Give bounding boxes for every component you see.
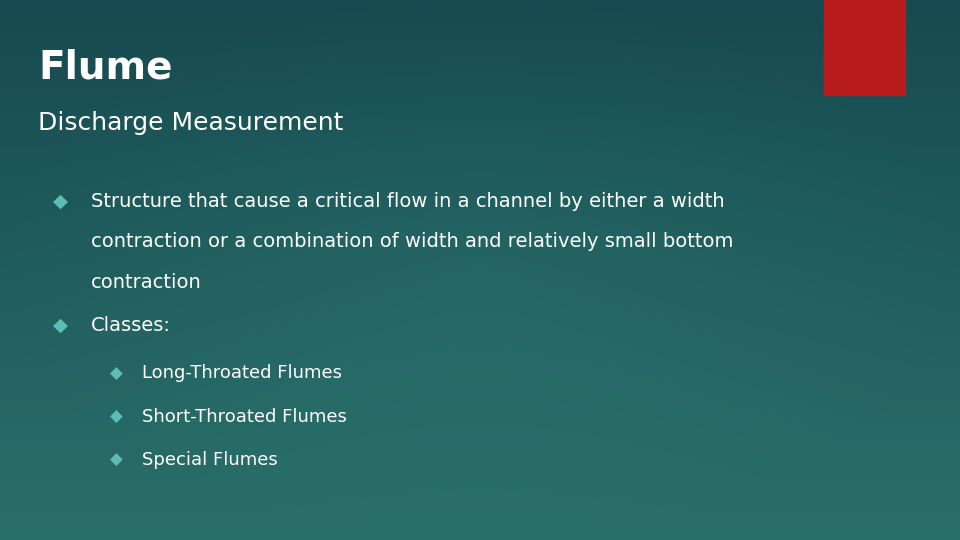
Text: Short-Throated Flumes: Short-Throated Flumes [142, 408, 347, 426]
Text: Flume: Flume [38, 49, 173, 86]
Text: Long-Throated Flumes: Long-Throated Flumes [142, 364, 342, 382]
Text: Structure that cause a critical flow in a channel by either a width: Structure that cause a critical flow in … [91, 192, 725, 211]
Text: ◆: ◆ [53, 192, 68, 211]
Text: ◆: ◆ [110, 364, 123, 382]
Text: ◆: ◆ [110, 451, 123, 469]
Text: contraction: contraction [91, 273, 202, 292]
Text: contraction or a combination of width and relatively small bottom: contraction or a combination of width an… [91, 232, 733, 251]
Text: Discharge Measurement: Discharge Measurement [38, 111, 344, 134]
Text: ◆: ◆ [53, 316, 68, 335]
Text: ◆: ◆ [110, 408, 123, 426]
Bar [824, 0, 905, 94]
Text: Classes:: Classes: [91, 316, 171, 335]
Text: Special Flumes: Special Flumes [142, 451, 277, 469]
